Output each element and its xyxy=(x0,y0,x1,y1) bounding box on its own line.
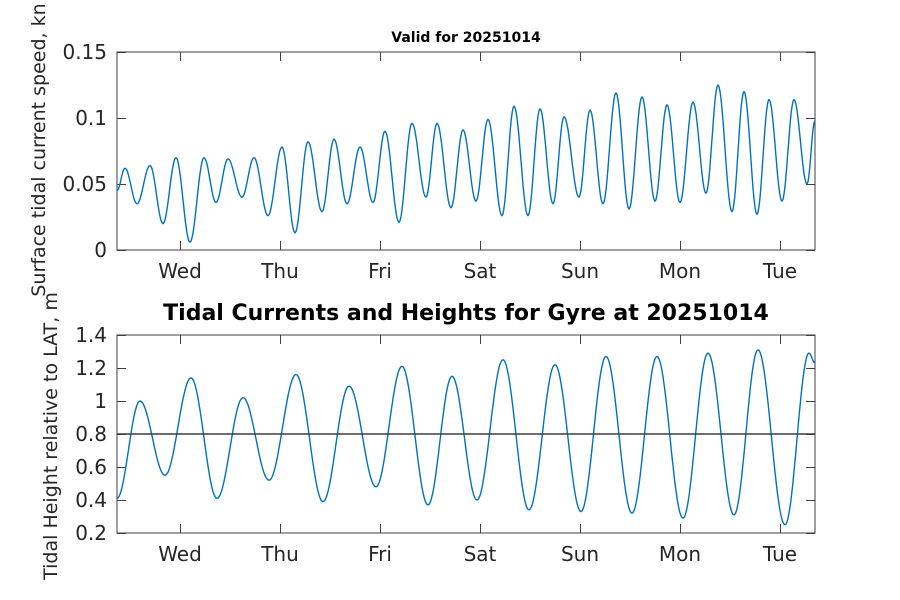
xtick-label: Thu xyxy=(261,259,299,283)
ytick-label: 1.2 xyxy=(75,356,107,380)
xtick-label: Sat xyxy=(463,542,497,566)
xtick-label: Tue xyxy=(762,542,798,566)
xtick-label: Wed xyxy=(158,542,202,566)
ytick-label: 1 xyxy=(94,389,107,413)
xtick-label: Sun xyxy=(560,259,600,283)
ylabel-current-speed: Surface tidal current speed, kn xyxy=(28,3,50,297)
ytick-label: 0.2 xyxy=(75,521,107,545)
axes-box xyxy=(116,51,816,251)
ytick-label: 0 xyxy=(94,238,107,262)
xtick-label: Fri xyxy=(368,259,392,283)
ytick-label: 0.1 xyxy=(75,106,107,130)
axes-surface-current-speed xyxy=(116,51,816,251)
ytick-label: 0.4 xyxy=(75,488,107,512)
figure-title: Tidal Currents and Heights for Gyre at 2… xyxy=(163,301,769,326)
ytick-label: 0.6 xyxy=(75,455,107,479)
xtick-label: Mon xyxy=(658,259,702,283)
ytick-label: 0.15 xyxy=(62,40,107,64)
data-line-surface-current-speed xyxy=(116,84,816,243)
ytick-label: 0.05 xyxy=(62,172,107,196)
xtick-label: Wed xyxy=(158,259,202,283)
data-line-tidal-height xyxy=(116,349,816,526)
xtick-label: Sun xyxy=(560,542,600,566)
subplot-title-valid-for: Valid for 20251014 xyxy=(391,30,541,46)
xtick-label: Fri xyxy=(368,542,392,566)
ytick-label: 0.8 xyxy=(75,422,107,446)
xtick-label: Thu xyxy=(261,542,299,566)
xtick-label: Mon xyxy=(658,542,702,566)
ylabel-tidal-height: Tidal Height relative to LAT, m xyxy=(40,292,62,580)
ytick-label: 1.4 xyxy=(75,323,107,347)
xtick-label: Tue xyxy=(762,259,798,283)
axes-tidal-height xyxy=(116,334,816,534)
xtick-label: Sat xyxy=(463,259,497,283)
